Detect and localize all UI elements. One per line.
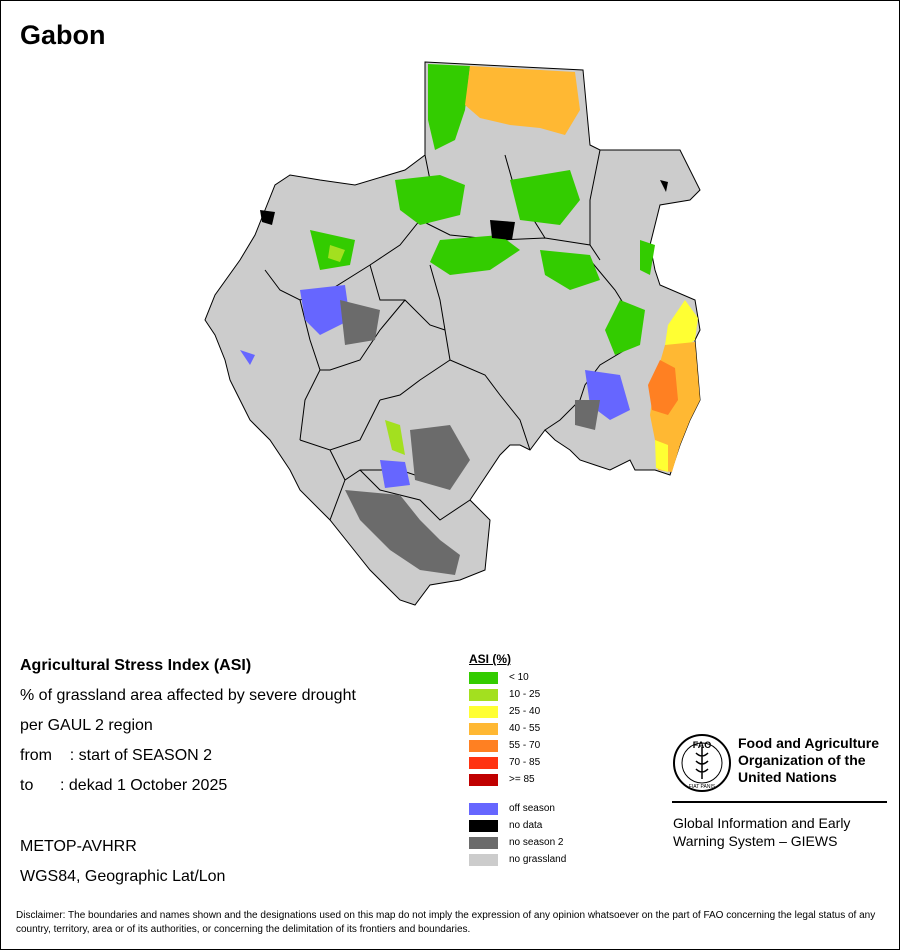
no-season-areas: [340, 300, 600, 575]
logo-divider: [672, 801, 887, 803]
asi-40-55-north: [465, 66, 580, 135]
legend-swatch: [469, 671, 498, 684]
legend-item-other: no data: [469, 819, 542, 832]
no-data-areas: [260, 180, 668, 240]
region-level: per GAUL 2 region: [20, 717, 153, 734]
legend-item-asi: 70 - 85: [469, 756, 540, 769]
legend-item-other: off season: [469, 802, 555, 815]
legend-swatch: [469, 773, 498, 786]
legend-swatch: [469, 836, 498, 849]
asi-low-areas: [310, 64, 655, 355]
legend-label: no season 2: [509, 837, 564, 848]
legend-label: >= 85: [509, 774, 535, 785]
legend-item-asi: 25 - 40: [469, 705, 540, 718]
legend-label: < 10: [509, 672, 529, 683]
asi-25-40-east: [665, 300, 698, 350]
seal-motto: FIAT PANIS: [689, 784, 716, 790]
legend-label: 40 - 55: [509, 723, 541, 734]
legend-swatch: [469, 688, 498, 701]
legend-label: no data: [509, 820, 543, 831]
legend-swatch: [469, 853, 498, 866]
fao-logo-icon: FAO FIAT PANIS: [673, 734, 731, 792]
legend-item-asi: 10 - 25: [469, 688, 540, 701]
disclaimer: Disclaimer: The boundaries and names sho…: [16, 910, 876, 935]
legend-label: off season: [509, 803, 555, 814]
period-to: to : dekad 1 October 2025: [20, 777, 228, 794]
period-from: from : start of SEASON 2: [20, 747, 213, 764]
legend-label: no grassland: [509, 854, 567, 865]
seal-text: FAO: [693, 740, 712, 750]
asi-10-25-areas: [328, 245, 405, 455]
legend-label: 70 - 85: [509, 757, 541, 768]
legend-swatch: [469, 705, 498, 718]
legend-item-asi: 55 - 70: [469, 739, 540, 752]
asi-25-40-east-south: [655, 440, 668, 472]
legend-label: 55 - 70: [509, 740, 541, 751]
giews-name: Global Information and Early Warning Sys…: [673, 815, 851, 849]
gabon-map: [204, 61, 701, 606]
legend-item-other: no grassland: [469, 853, 566, 866]
asi-55-70-east: [648, 360, 678, 415]
sensor: METOP-AVHRR: [20, 838, 137, 855]
legend-label: 10 - 25: [509, 689, 541, 700]
legend-item-asi: < 10: [469, 671, 529, 684]
legend-item-asi: >= 85: [469, 773, 535, 786]
legend-label: 25 - 40: [509, 706, 541, 717]
map-title: Gabon: [20, 20, 106, 50]
index-heading: Agricultural Stress Index (ASI): [20, 657, 252, 674]
legend-swatch: [469, 819, 498, 832]
projection: WGS84, Geographic Lat/Lon: [20, 868, 226, 885]
legend-swatch: [469, 756, 498, 769]
legend-item-asi: 40 - 55: [469, 722, 540, 735]
index-description: % of grassland area affected by severe d…: [20, 687, 356, 704]
legend-swatch: [469, 722, 498, 735]
legend-item-other: no season 2: [469, 836, 564, 849]
legend-swatch: [469, 802, 498, 815]
legend-title: ASI (%): [469, 652, 511, 666]
org-name: Food and Agriculture Organization of the…: [738, 735, 880, 785]
legend-swatch: [469, 739, 498, 752]
